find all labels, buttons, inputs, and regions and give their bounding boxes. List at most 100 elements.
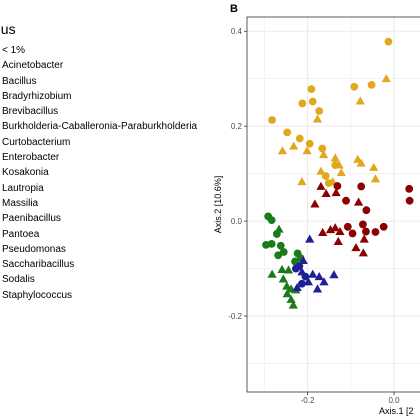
data-point-triangle [325, 225, 336, 234]
data-point-triangle [305, 234, 315, 243]
legend-label: Lautropia [2, 182, 44, 194]
data-point-triangle [321, 188, 331, 198]
legend-item: Pseudomonas [0, 242, 197, 257]
data-point-triangle [310, 199, 320, 208]
legend-label: Kosakonia [2, 167, 49, 179]
legend-label: Saccharibacillus [2, 259, 75, 271]
legend-label: Pantoea [2, 228, 40, 240]
data-point-triangle [356, 158, 366, 167]
data-point-triangle [297, 177, 307, 186]
data-point-triangle [302, 146, 312, 155]
data-point-triangle [381, 74, 391, 83]
data-point-circle [359, 220, 367, 229]
data-point-triangle [278, 274, 288, 283]
data-point-triangle [314, 272, 324, 281]
data-point-triangle [297, 267, 307, 276]
legend-item: Massilia [0, 196, 197, 211]
data-point-triangle [335, 226, 345, 236]
y-axis-title: Axis.2 [10.6%] [213, 176, 223, 234]
data-point-triangle [351, 243, 361, 252]
data-point-triangle [330, 223, 340, 232]
legend-label: Acinetobacter [2, 60, 64, 72]
legend-item: Lautropia [0, 181, 197, 196]
data-point-triangle [277, 264, 287, 273]
data-point-triangle [274, 224, 284, 233]
data-point-circle [291, 264, 300, 273]
data-point-circle [276, 241, 285, 250]
data-point-triangle [312, 114, 323, 123]
x-tick-label: -0.2 [301, 396, 315, 405]
data-point-triangle [359, 234, 369, 243]
legend-item: Bradyrhizobium [0, 89, 197, 104]
legend-item: Paenibacillus [0, 211, 197, 226]
data-point-triangle [312, 284, 323, 293]
data-point-triangle [355, 96, 365, 105]
legend-label: Brevibacillus [2, 106, 59, 118]
data-point-triangle [298, 255, 308, 264]
legend-item: < 1% [0, 43, 197, 58]
legend-item: Sodalis [0, 272, 197, 287]
data-point-circle [267, 239, 276, 248]
data-point-circle [274, 251, 283, 260]
legend-item: Saccharibacillus [0, 257, 197, 272]
legend-label: Paenibacillus [2, 213, 61, 225]
y-tick-label: 0.2 [231, 122, 243, 131]
legend-label: Bacillus [2, 75, 37, 87]
legend-label: < 1% [2, 45, 26, 56]
data-point-circle [305, 139, 314, 148]
data-point-circle [362, 227, 370, 236]
data-point-circle [298, 99, 307, 108]
data-point-circle [298, 279, 306, 288]
data-point-triangle [336, 168, 346, 177]
data-point-triangle [316, 166, 326, 175]
legend-item: Kosakonia [0, 165, 197, 180]
data-point-triangle [334, 160, 344, 169]
data-point-triangle [353, 197, 364, 206]
data-point-circle [379, 222, 388, 231]
y-tick-label: 0.0 [231, 217, 243, 226]
data-point-circle [283, 128, 292, 137]
legend-item: Brevibacillus [0, 104, 197, 119]
data-point-triangle [283, 265, 294, 274]
genus-legend: nus < 1% Acinetobacter Bacillus Bradyrhizob… [0, 0, 205, 420]
data-point-triangle [330, 153, 340, 162]
data-point-triangle [370, 174, 381, 183]
data-point-triangle [282, 281, 292, 290]
data-point-triangle [288, 300, 298, 309]
x-axis-title: Axis.1 [2 [379, 406, 414, 416]
legend-label: Sodalis [2, 274, 35, 286]
data-point-triangle [329, 270, 339, 279]
data-point-circle [279, 248, 288, 256]
data-point-circle [307, 85, 316, 94]
data-point-triangle [319, 277, 329, 286]
data-point-triangle [331, 188, 341, 197]
legend-item: Curtobacterium [0, 135, 197, 150]
legend-items: < 1% Acinetobacter Bacillus Bradyrhizobium B… [0, 43, 197, 303]
legend-label: Bradyrhizobium [2, 90, 72, 102]
y-tick-label: -0.2 [228, 312, 242, 321]
data-point-circle [308, 97, 317, 106]
data-point-triangle [358, 248, 368, 257]
data-point-circle [318, 144, 327, 153]
data-point-triangle [316, 181, 326, 190]
data-point-circle [371, 228, 380, 236]
legend-title: nus [0, 21, 16, 37]
data-point-triangle [333, 236, 343, 245]
legend-item: Burkholderia-Caballeronia-Paraburkholder… [0, 119, 197, 134]
data-point-triangle [318, 150, 329, 159]
data-point-circle [357, 182, 366, 191]
data-point-circle [268, 116, 276, 124]
plot-panel [247, 17, 420, 392]
data-point-circle [315, 107, 324, 115]
data-point-triangle [267, 269, 277, 278]
data-point-circle [367, 80, 376, 89]
data-point-circle [295, 134, 304, 143]
legend-item: Staphylococcus [0, 288, 197, 303]
legend-label: Burkholderia-Caballeronia-Paraburkholder… [2, 121, 198, 133]
legend-label: Curtobacterium [2, 136, 71, 148]
legend-item: Enterobacter [0, 150, 197, 165]
data-point-triangle [292, 282, 302, 292]
data-point-circle [405, 184, 414, 193]
data-point-circle [342, 196, 350, 205]
